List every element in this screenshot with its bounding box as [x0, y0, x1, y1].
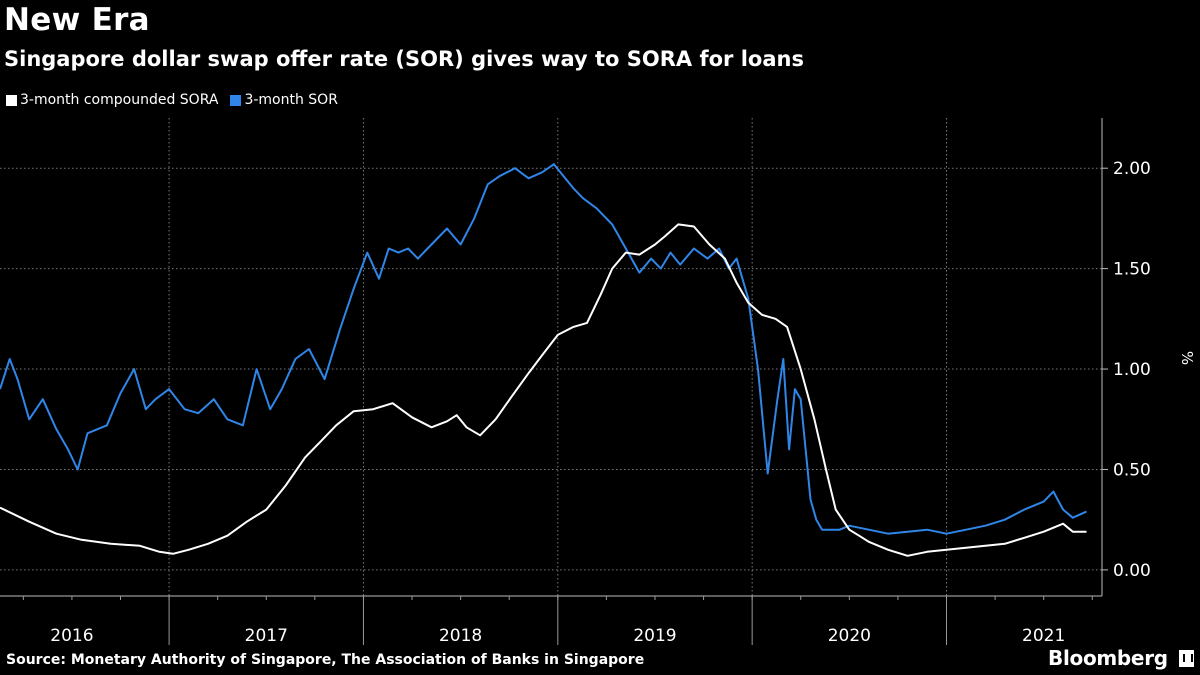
y-tick-label: 1.00	[1113, 360, 1151, 380]
x-tick-label: 2017	[245, 626, 288, 646]
y-tick-label: 0.50	[1113, 460, 1151, 480]
x-tick-label: 2018	[439, 626, 482, 646]
legend-swatch-sora	[6, 94, 17, 106]
legend-item-sor: 3-month SOR	[230, 92, 338, 108]
chart-title: New Era	[4, 2, 150, 38]
bloomberg-terminal-icon	[1179, 650, 1194, 667]
x-tick-label: 2020	[828, 626, 871, 646]
sor-series-line	[0, 163, 1087, 535]
sora-series-line	[0, 223, 1087, 557]
legend-item-sora: 3-month compounded SORA	[6, 92, 218, 108]
y-tick-label: 0.00	[1113, 561, 1151, 581]
legend-swatch-sor	[230, 94, 242, 106]
y-tick-label: 2.00	[1113, 159, 1151, 179]
chart-subtitle: Singapore dollar swap offer rate (SOR) g…	[4, 47, 804, 71]
legend: 3-month compounded SORA 3-month SOR	[6, 92, 338, 108]
source-note: Source: Monetary Authority of Singapore,…	[6, 652, 645, 668]
x-tick-label: 2016	[50, 626, 93, 646]
y-axis-label: %	[1178, 351, 1196, 365]
x-tick-label: 2019	[633, 626, 676, 646]
bloomberg-logo: Bloomberg	[1048, 646, 1168, 670]
x-tick-label: 2021	[1022, 626, 1065, 646]
legend-label-sora: 3-month compounded SORA	[20, 92, 219, 108]
legend-label-sor: 3-month SOR	[244, 92, 338, 108]
y-tick-label: 1.50	[1113, 260, 1151, 280]
